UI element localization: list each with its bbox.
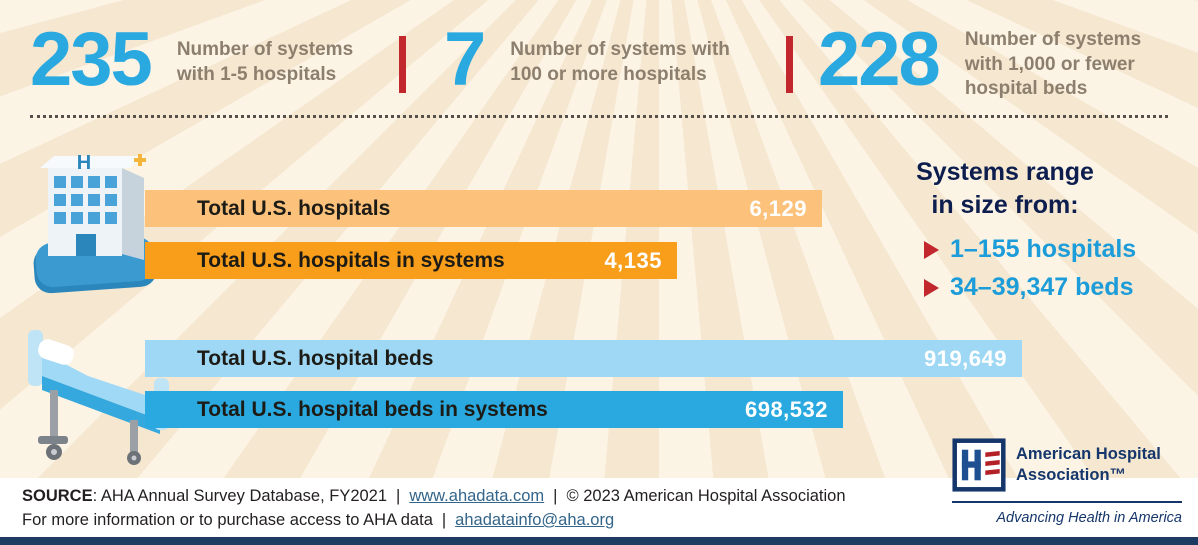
aha-brand-block: American Hospital Association™ Advancing… — [952, 438, 1182, 526]
stat-value: 7 — [444, 17, 486, 102]
range-item-text: 1–155 hospitals — [950, 235, 1137, 263]
separator: | — [441, 511, 447, 529]
bottom-navy-bar — [0, 537, 1198, 545]
brand-rule — [952, 501, 1182, 503]
bar-label: Total U.S. hospital beds in systems — [197, 397, 548, 421]
stat-divider — [399, 36, 406, 93]
stat-value: 228 — [818, 17, 941, 102]
stat-divider — [786, 36, 793, 93]
range-item-text: 34–39,347 beds — [950, 273, 1134, 301]
brand-name: American Hospital Association™ — [1016, 444, 1161, 485]
source-label: SOURCE — [22, 487, 93, 505]
source-text: : AHA Annual Survey Database, FY2021 — [92, 487, 388, 505]
brand-name-line1: American Hospital — [1016, 445, 1161, 464]
bar-value: 698,532 — [744, 396, 828, 422]
brand-tagline: Advancing Health in America — [996, 510, 1182, 526]
triangle-bullet-icon — [924, 240, 939, 259]
aha-logo-icon — [952, 438, 1006, 492]
footer: SOURCE: AHA Annual Survey Database, FY20… — [0, 478, 1198, 537]
bar-label: Total U.S. hospitals — [197, 196, 391, 220]
ahadata-link[interactable]: www.ahadata.com — [409, 487, 545, 505]
bar-value: 6,129 — [749, 195, 807, 221]
range-item-beds: 34–39,347 beds — [924, 273, 1134, 302]
systems-range-panel: Systems range in size from: 1–155 hospit… — [878, 156, 1136, 311]
range-item-hospitals: 1–155 hospitals — [924, 235, 1136, 264]
bar-total-beds: Total U.S. hospital beds 919,649 — [145, 340, 1022, 377]
stat-label: Number of systems with 1,000 or fewer ho… — [964, 29, 1142, 100]
bar-hospitals-in-systems: Total U.S. hospitals in systems 4,135 — [145, 242, 677, 279]
info-text: For more information or to purchase acce… — [22, 511, 433, 529]
hospital-building-illustration: H — [33, 152, 157, 294]
email-link[interactable]: ahadatainfo@aha.org — [455, 511, 615, 529]
bar-label: Total U.S. hospitals in systems — [197, 248, 505, 272]
stat-label: Number of systems with 1-5 hospitals — [176, 39, 354, 85]
separator: | — [553, 487, 558, 505]
hospital-bed-illustration — [28, 330, 169, 465]
stat-label: Number of systems with 100 or more hospi… — [510, 39, 730, 85]
source-line: SOURCE: AHA Annual Survey Database, FY20… — [22, 487, 846, 506]
bar-value: 4,135 — [604, 247, 662, 273]
svg-text:H: H — [77, 152, 91, 174]
bar-total-hospitals: Total U.S. hospitals 6,129 — [145, 190, 822, 227]
brand-name-line2: Association™ — [1016, 466, 1127, 484]
range-title: Systems range in size from: — [916, 158, 1094, 219]
bar-label: Total U.S. hospital beds — [197, 346, 434, 370]
separator: | — [396, 487, 401, 505]
triangle-bullet-icon — [924, 278, 939, 297]
stat-systems-beds: 228 Number of systems with 1,000 or fewe… — [818, 17, 1142, 102]
info-line: For more information or to purchase acce… — [22, 511, 614, 530]
bar-value: 919,649 — [923, 345, 1007, 371]
copyright-text: © 2023 American Hospital Association — [566, 487, 846, 505]
stat-systems-100-plus: 7 Number of systems with 100 or more hos… — [444, 17, 730, 102]
stat-value: 235 — [30, 17, 153, 102]
bar-beds-in-systems: Total U.S. hospital beds in systems 698,… — [145, 391, 843, 428]
stat-systems-1-5: 235 Number of systems with 1-5 hospitals — [30, 17, 354, 102]
dotted-divider — [30, 115, 1168, 118]
